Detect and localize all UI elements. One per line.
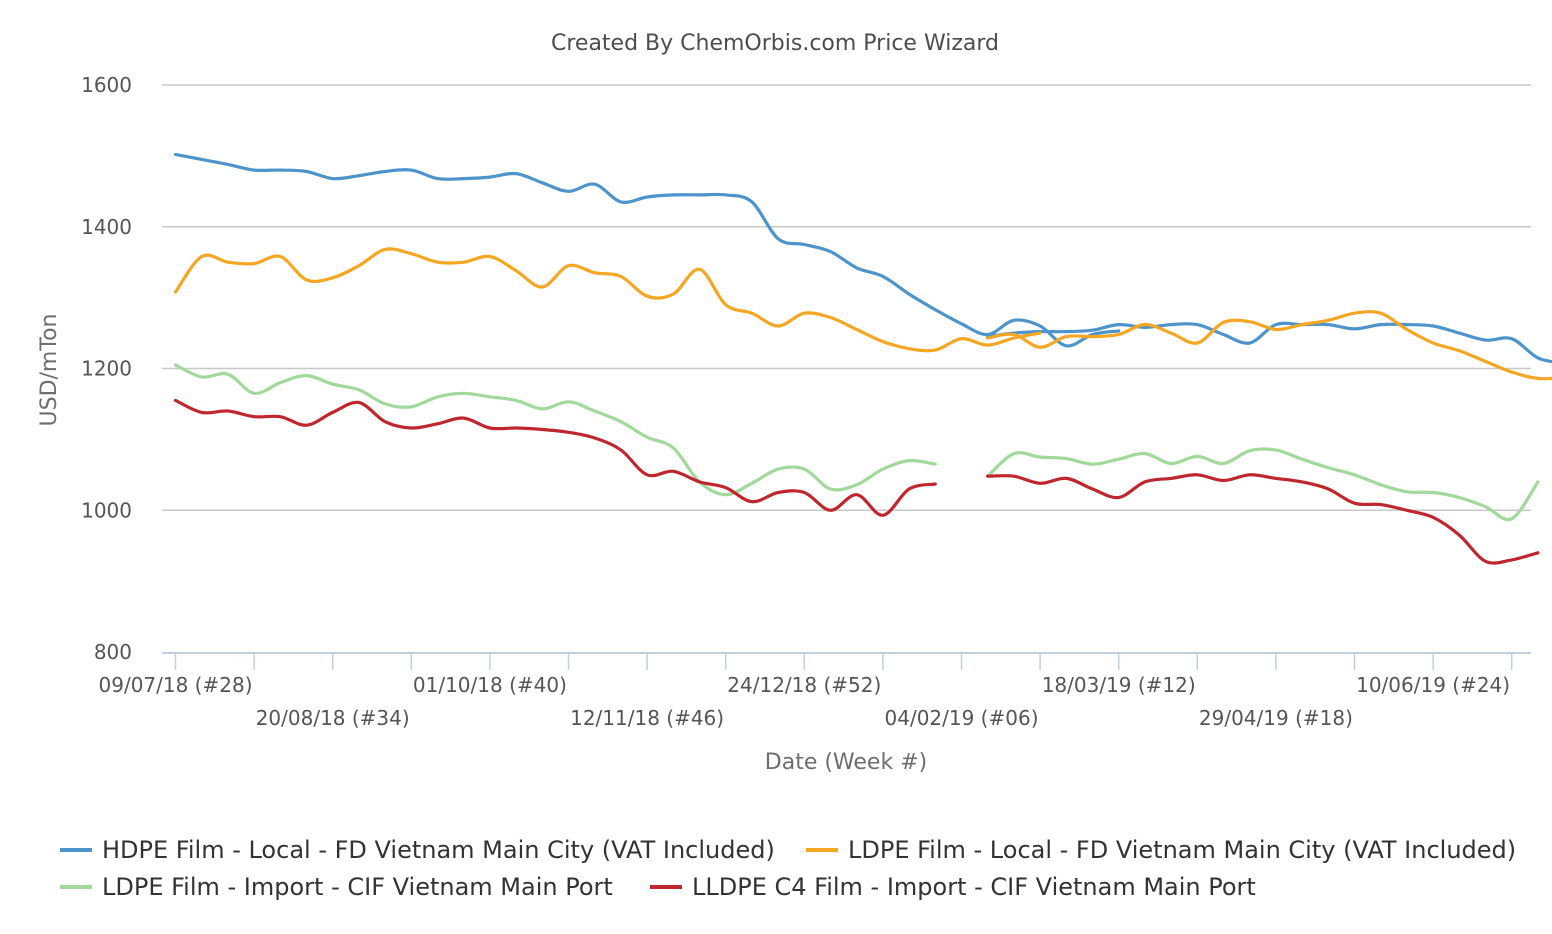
series-line bbox=[176, 249, 1041, 351]
legend-label: LDPE Film - Import - CIF Vietnam Main Po… bbox=[102, 873, 613, 901]
x-axis: 09/07/18 (#28)20/08/18 (#34)01/10/18 (#4… bbox=[99, 653, 1532, 730]
series-line bbox=[176, 155, 1119, 346]
legend-item[interactable]: LDPE Film - Import - CIF Vietnam Main Po… bbox=[60, 873, 613, 901]
series-4 bbox=[176, 400, 1538, 563]
series-lines bbox=[176, 155, 1552, 564]
legend-item[interactable]: LLDPE C4 Film - Import - CIF Vietnam Mai… bbox=[650, 873, 1256, 901]
x-tick-label: 20/08/18 (#34) bbox=[256, 706, 410, 730]
x-tick-label: 10/06/19 (#24) bbox=[1356, 673, 1510, 697]
x-tick-label: 04/02/19 (#06) bbox=[885, 706, 1039, 730]
legend-label: LDPE Film - Local - FD Vietnam Main City… bbox=[848, 836, 1516, 864]
x-tick-label: 12/11/18 (#46) bbox=[570, 706, 724, 730]
legend: HDPE Film - Local - FD Vietnam Main City… bbox=[60, 836, 1516, 901]
y-tick-label: 1600 bbox=[81, 73, 132, 97]
grid-lines bbox=[162, 85, 1531, 510]
y-axis-tick-labels: 800 1000 1200 1400 1600 bbox=[81, 73, 132, 664]
y-axis-title: USD/mTon bbox=[37, 314, 62, 427]
series-3 bbox=[176, 365, 1538, 520]
x-tick-label: 01/10/18 (#40) bbox=[413, 673, 567, 697]
legend-item[interactable]: LDPE Film - Local - FD Vietnam Main City… bbox=[806, 836, 1516, 864]
x-tick-label: 29/04/19 (#18) bbox=[1199, 706, 1353, 730]
x-tick-label: 24/12/18 (#52) bbox=[727, 673, 881, 697]
x-tick-label: 09/07/18 (#28) bbox=[99, 673, 253, 697]
legend-label: LLDPE C4 Film - Import - CIF Vietnam Mai… bbox=[692, 873, 1256, 901]
x-tick-label: 18/03/19 (#12) bbox=[1042, 673, 1196, 697]
x-axis-title: Date (Week #) bbox=[765, 750, 927, 775]
series-1 bbox=[176, 155, 1552, 386]
series-2 bbox=[176, 249, 1552, 379]
series-line bbox=[988, 475, 1538, 563]
chart-title: Created By ChemOrbis.com Price Wizard bbox=[551, 31, 999, 56]
y-tick-label: 1400 bbox=[81, 215, 132, 239]
y-tick-label: 800 bbox=[94, 640, 132, 664]
legend-label: HDPE Film - Local - FD Vietnam Main City… bbox=[102, 836, 775, 864]
y-tick-label: 1200 bbox=[81, 357, 132, 381]
legend-item[interactable]: HDPE Film - Local - FD Vietnam Main City… bbox=[60, 836, 775, 864]
series-line bbox=[176, 400, 936, 515]
series-line bbox=[988, 449, 1538, 520]
y-tick-label: 1000 bbox=[81, 498, 132, 522]
